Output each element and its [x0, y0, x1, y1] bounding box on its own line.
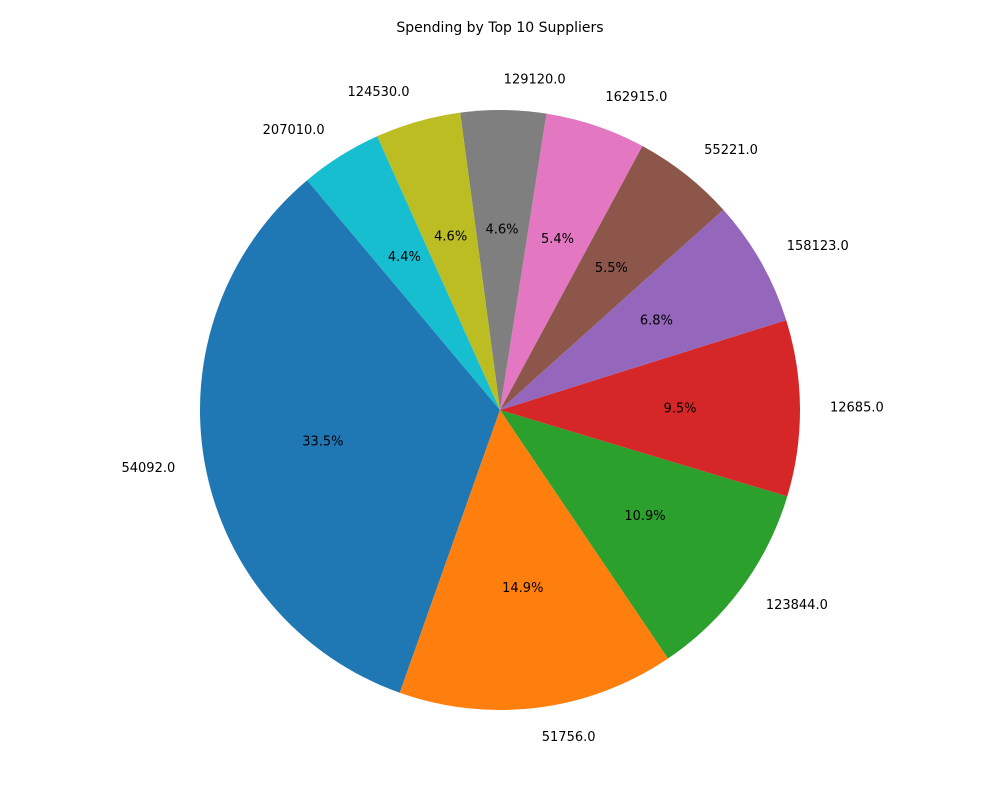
slice-percent-label: 14.9% [502, 581, 543, 596]
chart-title: Spending by Top 10 Suppliers [396, 20, 603, 36]
slice-category-label: 55221.0 [704, 143, 758, 158]
pie-slice [500, 209, 787, 410]
slice-percent-label: 6.8% [640, 313, 673, 328]
slice-labels: 54092.0 51756.0 123844.0 12685.0 158123.0 552… [121, 73, 883, 745]
slice-percent-label: 9.5% [663, 401, 696, 416]
pie-slice [500, 113, 643, 411]
pie-slice [307, 136, 500, 410]
pie-slice [500, 410, 788, 659]
slice-category-label: 162915.0 [605, 90, 667, 105]
slice-percent-label: 4.6% [485, 223, 518, 238]
slice-percent-label: 5.5% [595, 261, 628, 276]
pie-slices [199, 110, 800, 711]
slice-percent-label: 5.4% [541, 232, 574, 247]
pie-slice [460, 110, 547, 411]
slice-percent-label: 4.6% [434, 229, 467, 244]
pie-slice [500, 145, 724, 410]
slice-category-label: 12685.0 [830, 400, 884, 415]
slice-category-label: 124530.0 [348, 85, 410, 100]
slice-percent-label: 4.4% [388, 250, 421, 265]
slice-category-label: 123844.0 [766, 598, 828, 613]
pie-slice [377, 112, 500, 410]
slice-category-label: 129120.0 [504, 73, 566, 88]
pie-slice [399, 410, 669, 711]
slice-percent-label: 33.5% [302, 435, 343, 450]
slice-category-label: 207010.0 [263, 123, 325, 138]
slice-percent-label: 10.9% [624, 509, 665, 524]
pie-slice [199, 180, 501, 693]
percent-labels: 33.5% 14.9% 10.9% 9.5% 6.8% 5.5% 5.4% 4.6% 4.6% 4… [302, 223, 696, 597]
slice-category-label: 51756.0 [542, 730, 596, 745]
slice-category-label: 54092.0 [121, 461, 175, 476]
slice-category-label: 158123.0 [787, 239, 849, 254]
pie-slice [500, 320, 800, 497]
